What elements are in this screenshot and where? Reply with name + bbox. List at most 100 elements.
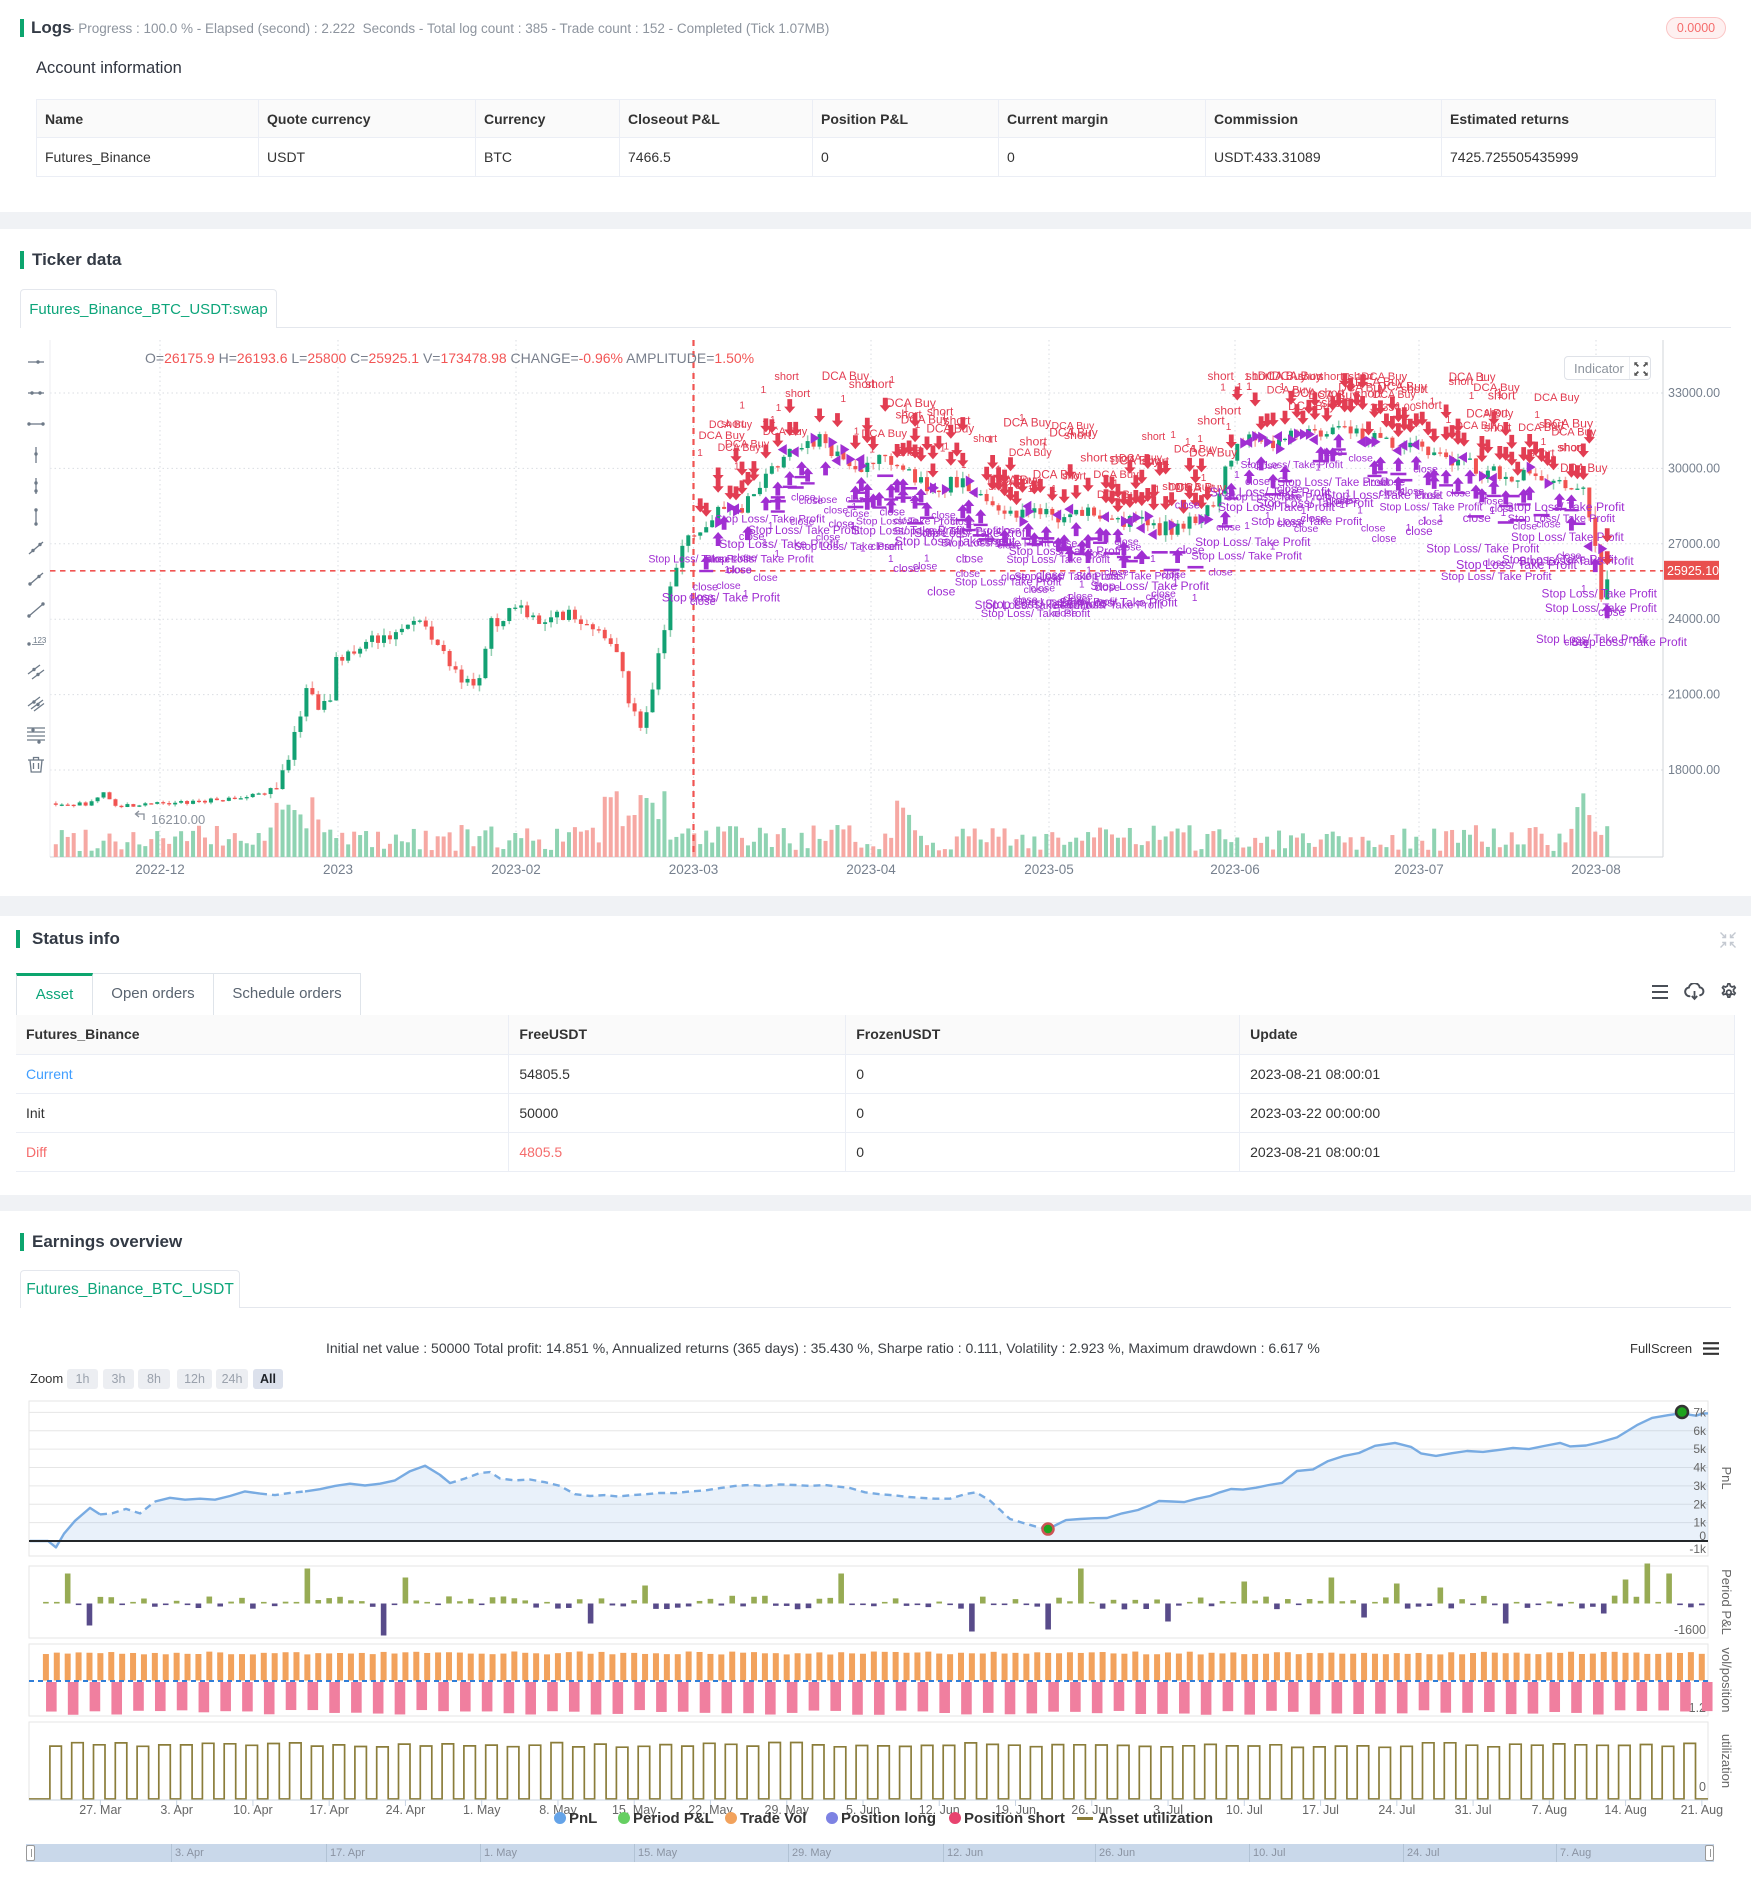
svg-text:short: short: [1484, 420, 1512, 434]
svg-text:DCA Buy: DCA Buy: [991, 473, 1042, 487]
svg-text:close: close: [690, 596, 716, 608]
svg-text:short: short: [1348, 371, 1374, 383]
svg-text:short: short: [1449, 376, 1475, 388]
svg-text:Stop Loss/ Take Profit: Stop Loss/ Take Profit: [662, 591, 781, 605]
svg-text:Stop Loss/ Take Profit: Stop Loss/ Take Profit: [1502, 553, 1618, 567]
svg-text:1: 1: [774, 549, 780, 560]
svg-text:1: 1: [1291, 388, 1297, 399]
svg-text:Stop Loss/ Take Profit: Stop Loss/ Take Profit: [705, 554, 815, 566]
svg-text:DCA Buy: DCA Buy: [725, 439, 770, 451]
svg-text:close: close: [1117, 541, 1142, 553]
svg-text:2k: 2k: [1693, 1497, 1707, 1511]
svg-text:close: close: [879, 507, 905, 519]
svg-text:1: 1: [1244, 372, 1250, 383]
svg-text:close: close: [1361, 522, 1386, 534]
svg-text:Stop Loss/ Take Profit: Stop Loss/ Take Profit: [1441, 571, 1553, 583]
svg-text:DCA Buy: DCA Buy: [1272, 369, 1323, 383]
svg-text:close: close: [1380, 476, 1405, 488]
svg-text:1: 1: [1356, 372, 1362, 383]
svg-text:1: 1: [1019, 413, 1025, 424]
svg-text:DCA Buy: DCA Buy: [1169, 481, 1214, 493]
svg-text:1: 1: [1252, 372, 1258, 383]
svg-text:DCA Buy: DCA Buy: [1466, 408, 1513, 421]
svg-text:utilization: utilization: [1719, 1734, 1734, 1788]
svg-text:DCA Buy: DCA Buy: [718, 442, 762, 454]
svg-text:1: 1: [1067, 593, 1073, 604]
svg-text:Stop Loss/ Take Profit: Stop Loss/ Take Profit: [1006, 554, 1109, 566]
svg-text:Stop Loss/ Take Profit: Stop Loss/ Take Profit: [1090, 579, 1209, 593]
svg-text:2023-05: 2023-05: [1024, 862, 1074, 877]
svg-text:1: 1: [1315, 462, 1321, 473]
svg-text:close: close: [828, 518, 853, 530]
svg-text:close: close: [813, 494, 838, 506]
svg-text:short: short: [1539, 419, 1565, 431]
svg-text:1: 1: [1197, 434, 1203, 445]
svg-text:short: short: [1246, 369, 1273, 383]
svg-text:22. May: 22. May: [688, 1803, 733, 1817]
svg-text:2023-02: 2023-02: [491, 862, 541, 877]
svg-text:24. Jul: 24. Jul: [1378, 1803, 1415, 1817]
svg-text:Stop Loss/ Take Profit: Stop Loss/ Take Profit: [648, 553, 751, 565]
svg-text:24. Apr: 24. Apr: [386, 1803, 426, 1817]
svg-text:DCA Buy: DCA Buy: [1009, 447, 1053, 459]
svg-text:14. Aug: 14. Aug: [1604, 1803, 1646, 1817]
svg-text:1: 1: [889, 375, 895, 386]
svg-text:short: short: [1484, 407, 1508, 419]
svg-text:2023: 2023: [323, 862, 353, 877]
svg-text:short: short: [1109, 453, 1135, 465]
svg-text:1: 1: [1150, 554, 1156, 565]
svg-text:short: short: [988, 481, 1012, 493]
svg-text:Stop Loss/ Take Profit: Stop Loss/ Take Profit: [1195, 535, 1311, 549]
svg-text:Stop Loss/ Take Profit: Stop Loss/ Take Profit: [1426, 543, 1540, 556]
svg-text:1: 1: [697, 501, 703, 512]
svg-text:1: 1: [1113, 478, 1119, 489]
svg-text:1: 1: [1430, 396, 1436, 407]
svg-text:close: close: [1036, 568, 1065, 582]
svg-text:7k: 7k: [1693, 1405, 1707, 1419]
svg-text:close: close: [726, 565, 752, 577]
svg-text:1: 1: [1446, 415, 1452, 426]
svg-text:1: 1: [869, 444, 875, 455]
svg-text:Stop Loss/ Take Profit: Stop Loss/ Take Profit: [1251, 516, 1363, 528]
svg-text:Stop Loss/ Take Profit: Stop Loss/ Take Profit: [1210, 486, 1331, 500]
svg-text:3k: 3k: [1693, 1479, 1707, 1493]
svg-text:short: short: [944, 414, 972, 428]
svg-text:close: close: [1463, 511, 1492, 525]
svg-text:Stop Loss/ Take Profit: Stop Loss/ Take Profit: [1076, 570, 1180, 582]
svg-text:2023-06: 2023-06: [1210, 862, 1260, 877]
svg-text:Stop Loss/ Take Profit: Stop Loss/ Take Profit: [1456, 558, 1577, 572]
svg-text:close: close: [956, 552, 983, 565]
svg-text:1: 1: [1185, 437, 1191, 448]
svg-text:1: 1: [1483, 491, 1489, 502]
svg-text:close: close: [1301, 513, 1328, 525]
svg-text:DCA Buy: DCA Buy: [886, 396, 937, 410]
svg-text:1: 1: [697, 448, 703, 459]
svg-text:Stop Loss/ Take Profit: Stop Loss/ Take Profit: [1218, 500, 1335, 514]
svg-text:1: 1: [850, 521, 856, 532]
svg-text:short: short: [973, 433, 997, 445]
svg-text:1k: 1k: [1693, 1516, 1707, 1530]
svg-text:1: 1: [961, 460, 967, 471]
svg-text:1: 1: [1541, 437, 1547, 448]
svg-text:Stop Loss/ Take Profit: Stop Loss/ Take Profit: [1379, 502, 1482, 514]
svg-text:1: 1: [770, 415, 776, 426]
svg-text:1: 1: [995, 539, 1001, 550]
svg-text:close: close: [845, 493, 870, 505]
svg-text:close: close: [1023, 584, 1048, 596]
svg-text:2023-08: 2023-08: [1571, 862, 1621, 877]
svg-text:1: 1: [1051, 484, 1057, 495]
svg-text:close: close: [845, 508, 870, 520]
svg-text:21000.00: 21000.00: [1668, 688, 1720, 702]
svg-text:short: short: [898, 444, 922, 456]
svg-text:close: close: [791, 492, 816, 504]
svg-text:Stop Loss/ Take Profit: Stop Loss/ Take Profit: [1059, 596, 1178, 610]
svg-text:1: 1: [1016, 481, 1022, 492]
svg-text:3. Jul: 3. Jul: [1153, 1803, 1183, 1817]
svg-text:close: close: [1053, 607, 1078, 619]
svg-text:-1600: -1600: [1674, 1623, 1706, 1637]
svg-text:1: 1: [1280, 382, 1286, 393]
svg-text:close: close: [1208, 566, 1233, 578]
svg-text:short: short: [1318, 371, 1344, 383]
svg-text:18000.00: 18000.00: [1668, 763, 1720, 777]
svg-text:1: 1: [1339, 500, 1345, 511]
